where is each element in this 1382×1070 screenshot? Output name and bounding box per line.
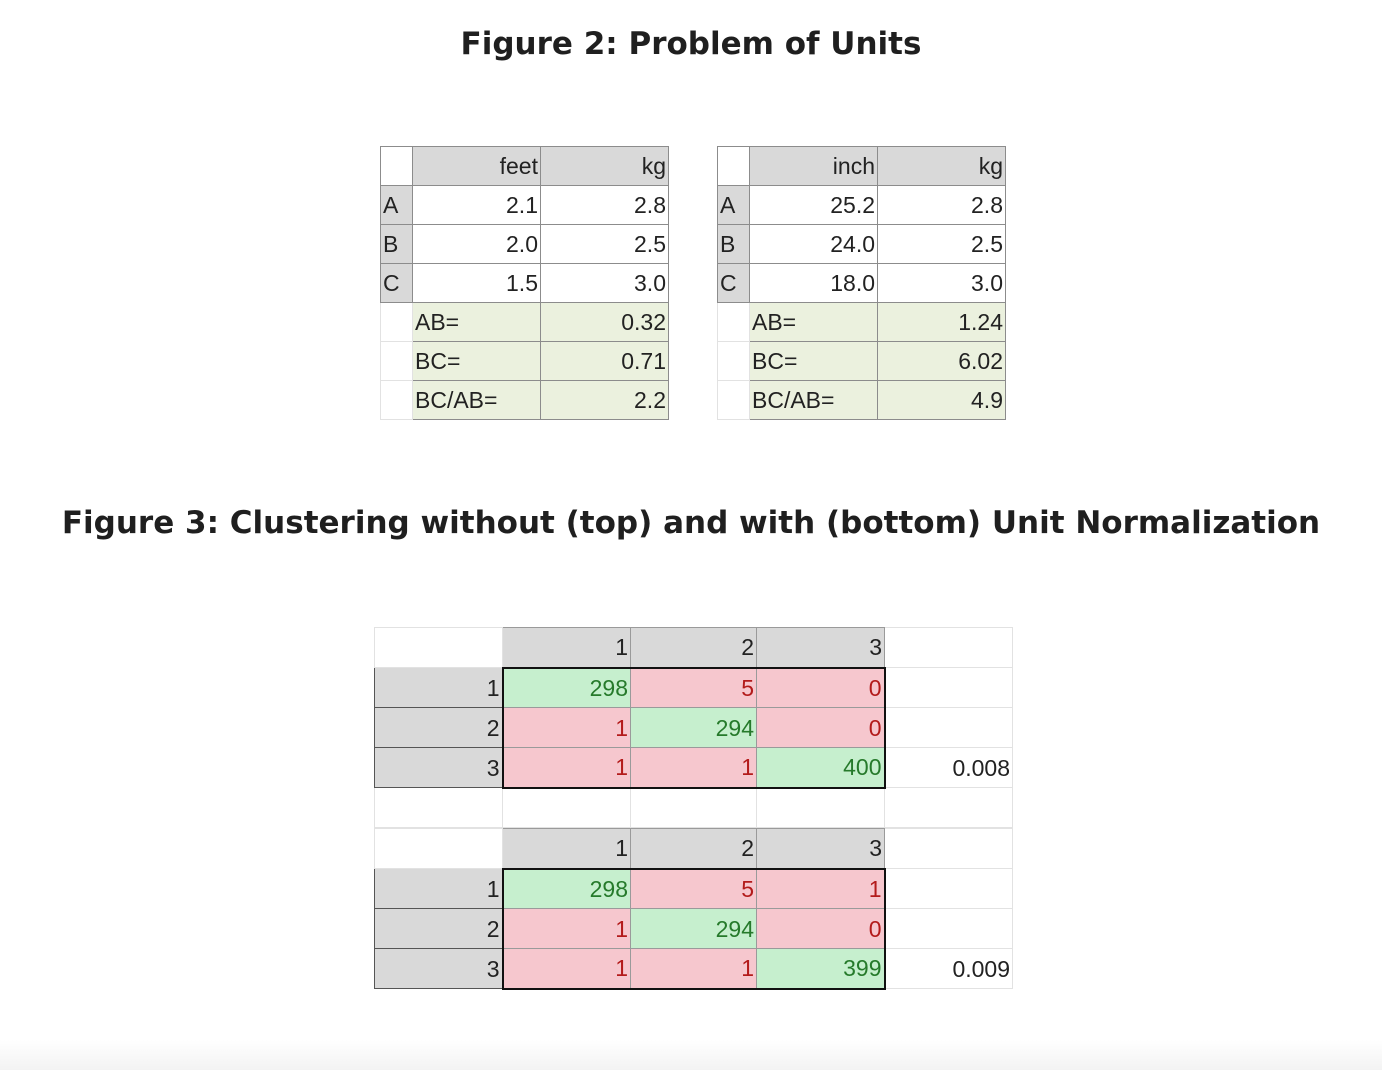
empty-cell: [374, 828, 503, 869]
table-cell: 2.5: [877, 224, 1006, 264]
column-header: inch: [749, 146, 878, 186]
table-cell: 2.0: [412, 224, 541, 264]
empty-cell: [380, 341, 413, 381]
column-header: 3: [756, 627, 885, 668]
empty-cell: [630, 787, 757, 828]
empty-cell: [756, 787, 885, 828]
column-header: feet: [412, 146, 541, 186]
table-cell: 0: [756, 908, 886, 949]
table-cell: 399: [756, 948, 886, 990]
units-table-inch: inch kg A 25.2 2.8 B 24.0 2.5 C 18.0 3.0…: [717, 146, 1006, 420]
corner-cell: [380, 146, 413, 186]
column-header: 3: [756, 828, 885, 869]
empty-cell: [380, 302, 413, 342]
row-label: C: [380, 263, 413, 303]
table-cell: 5: [630, 666, 757, 708]
corner-cell: [717, 146, 750, 186]
table-cell: 1: [501, 908, 631, 949]
calc-label: AB=: [749, 302, 878, 342]
table-cell: 400: [756, 747, 886, 789]
column-header: 1: [502, 828, 631, 869]
table-cell: 3.0: [877, 263, 1006, 303]
figure-3-title: Figure 3: Clustering without (top) and w…: [61, 505, 1321, 541]
calc-label: BC=: [749, 341, 878, 381]
row-header: 1: [374, 868, 503, 909]
table-cell: 1: [501, 948, 631, 990]
column-header: 2: [630, 828, 757, 869]
empty-cell: [717, 302, 750, 342]
calc-value: 6.02: [877, 341, 1006, 381]
table-cell: 2.5: [540, 224, 669, 264]
figure-2-title: Figure 2: Problem of Units: [460, 26, 922, 62]
row-header: 2: [374, 707, 503, 748]
row-label: A: [380, 185, 413, 225]
column-header: kg: [540, 146, 669, 186]
table-cell: 2.1: [412, 185, 541, 225]
empty-cell: [380, 380, 413, 420]
calc-label: BC/AB=: [749, 380, 878, 420]
table-cell: 1: [630, 747, 757, 789]
table-cell: 1: [501, 707, 631, 748]
score-value: 0.009: [884, 948, 1013, 989]
table-cell: 1.5: [412, 263, 541, 303]
table-cell: 5: [630, 867, 757, 909]
empty-cell: [717, 341, 750, 381]
table-cell: 298: [501, 867, 631, 909]
units-table-feet: feet kg A 2.1 2.8 B 2.0 2.5 C 1.5 3.0 AB…: [380, 146, 669, 420]
table-cell: 3.0: [540, 263, 669, 303]
column-header: 2: [630, 627, 757, 668]
calc-value: 0.32: [540, 302, 669, 342]
empty-cell: [884, 707, 1013, 748]
empty-cell: [884, 828, 1013, 869]
empty-cell: [884, 908, 1013, 949]
empty-cell: [884, 627, 1013, 668]
calc-value: 4.9: [877, 380, 1006, 420]
empty-cell: [717, 380, 750, 420]
table-cell: 1: [630, 948, 757, 990]
column-header: kg: [877, 146, 1006, 186]
table-cell: 2.8: [877, 185, 1006, 225]
table-cell: 0: [756, 707, 886, 748]
calc-value: 1.24: [877, 302, 1006, 342]
empty-cell: [374, 627, 503, 668]
empty-cell: [884, 868, 1013, 909]
confusion-table-without-normalization: 1 2 3 1 298 5 0 2 1 294 0 3 1 1 400 0.00…: [374, 627, 1013, 828]
empty-cell: [884, 787, 1013, 828]
table-cell: 25.2: [749, 185, 878, 225]
table-cell: 1: [756, 867, 886, 909]
calc-value: 0.71: [540, 341, 669, 381]
row-label: A: [717, 185, 750, 225]
column-header: 1: [502, 627, 631, 668]
table-cell: 294: [630, 707, 757, 748]
empty-cell: [374, 787, 503, 828]
confusion-table-with-normalization: 1 2 3 1 298 5 1 2 1 294 0 3 1 1 399 0.00…: [374, 828, 1013, 990]
row-header: 3: [374, 747, 503, 788]
page-bottom-edge: [0, 1040, 1382, 1070]
row-header: 2: [374, 908, 503, 949]
empty-cell: [502, 787, 631, 828]
table-cell: 24.0: [749, 224, 878, 264]
table-cell: 1: [501, 747, 631, 789]
calc-label: BC=: [412, 341, 541, 381]
row-label: C: [717, 263, 750, 303]
row-header: 1: [374, 667, 503, 708]
table-cell: 18.0: [749, 263, 878, 303]
calc-label: AB=: [412, 302, 541, 342]
row-label: B: [380, 224, 413, 264]
empty-cell: [884, 667, 1013, 708]
table-cell: 2.8: [540, 185, 669, 225]
score-value: 0.008: [884, 747, 1013, 788]
table-cell: 298: [501, 666, 631, 708]
row-label: B: [717, 224, 750, 264]
table-cell: 294: [630, 908, 757, 949]
calc-label: BC/AB=: [412, 380, 541, 420]
table-cell: 0: [756, 666, 886, 708]
row-header: 3: [374, 948, 503, 989]
calc-value: 2.2: [540, 380, 669, 420]
